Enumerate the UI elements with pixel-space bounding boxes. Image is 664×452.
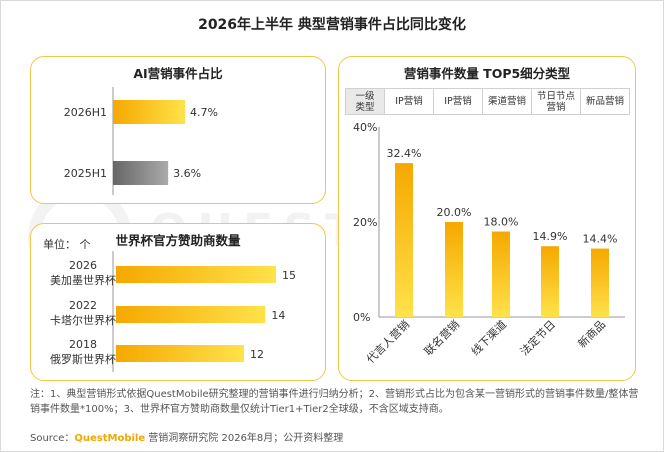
top5-chart: 40% 20% 0% 32.4% 代言人营销 20.0% 联名营销 18.0% 线下渠道 14.9…	[353, 121, 625, 366]
ai-category-label: 2026H1	[64, 106, 107, 119]
top5-value-label: 14.4%	[583, 233, 618, 246]
top5-bar	[541, 246, 559, 317]
ai-value-label: 3.6%	[173, 167, 201, 180]
top5-category-label: 法定节日	[517, 317, 558, 358]
type-cell-4-l1: 节日节点	[536, 90, 575, 102]
top5-category-label: 线下渠道	[468, 317, 509, 358]
worldcup-value-label: 15	[282, 269, 296, 282]
worldcup-bar	[116, 266, 276, 283]
top5-value-label: 32.4%	[387, 147, 422, 160]
ai-category-label: 2025H1	[64, 167, 107, 180]
source-line: Source：QuestMobile 营销洞察研究院 2026年8月；公开资料整…	[30, 429, 343, 444]
top5-ytick-label: 20%	[353, 216, 377, 229]
worldcup-panel-title: 世界杯官方赞助商数量	[115, 233, 241, 248]
ai-panel-title: AI营销事件占比	[133, 66, 223, 81]
ai-value-label: 4.7%	[190, 106, 218, 119]
worldcup-year-label: 2018	[69, 338, 97, 351]
worldcup-year-label: 2022	[69, 299, 97, 312]
worldcup-name-label: 美加墨世界杯	[50, 273, 116, 287]
top5-category-label: 代言人营销	[363, 317, 412, 366]
type-table-header-l2: 类型	[355, 101, 375, 113]
top5-value-label: 14.9%	[533, 230, 568, 243]
top5-value-label: 20.0%	[437, 206, 472, 219]
worldcup-bar	[116, 306, 266, 323]
worldcup-value-label: 12	[250, 348, 264, 361]
top5-bar	[492, 231, 510, 317]
type-cell-3: 渠道营销	[482, 88, 532, 115]
type-table-header-l1: 一级	[355, 90, 375, 102]
ai-panel: AI营销事件占比 2026H1 4.7% 2025H1 3.6%	[30, 56, 326, 204]
worldcup-year-label: 2026	[69, 259, 97, 272]
type-cell-4-l2: 营销	[546, 101, 566, 113]
worldcup-panel: 世界杯官方赞助商数量 单位： 个 2026 美加墨世界杯 15 2022 卡塔尔世界杯 14…	[30, 223, 326, 381]
top5-ytick-label: 40%	[353, 121, 377, 134]
footnotes: 注：1、典型营销形式依据QuestMobile研究整理的营销事件进行归纳分析；2…	[30, 389, 639, 415]
type-table-header: 一级 类型	[345, 88, 385, 115]
worldcup-unit-label: 单位： 个	[43, 237, 91, 251]
source-suffix: 营销洞察研究院 2026年8月；公开资料整理	[145, 433, 344, 444]
top5-category-label: 新商品	[575, 317, 608, 350]
source-prefix: Source：	[30, 433, 75, 444]
type-cell-2: IP营销	[433, 88, 483, 115]
ai-chart: 2026H1 4.7% 2025H1 3.6%	[64, 87, 218, 195]
ai-bar	[113, 161, 169, 185]
worldcup-value-label: 14	[271, 309, 285, 322]
top5-bar	[591, 248, 609, 317]
worldcup-name-label: 卡塔尔世界杯	[50, 313, 116, 327]
worldcup-name-label: 俄罗斯世界杯	[50, 352, 116, 366]
page-title: 2026年上半年 典型营销事件占比同比变化	[198, 17, 466, 33]
top5-value-label: 18.0%	[484, 216, 519, 229]
ai-bar	[113, 100, 185, 124]
top5-bar	[395, 163, 413, 317]
source-brand: QuestMobile	[74, 433, 146, 444]
type-table: 一级 类型 IP营销 IP营销 渠道营销 节日节点 营销 新品营销	[345, 88, 630, 115]
top5-category-label: 联名营销	[421, 317, 462, 358]
type-cell-4: 节日节点 营销	[531, 88, 581, 115]
type-cell-1: IP营销	[384, 88, 434, 115]
top5-panel-title: 营销事件数量 TOP5细分类型	[403, 66, 571, 81]
top5-bar	[445, 222, 463, 317]
top5-ytick-label: 0%	[353, 311, 370, 324]
type-cell-5: 新品营销	[580, 88, 630, 115]
worldcup-bar	[116, 345, 244, 362]
